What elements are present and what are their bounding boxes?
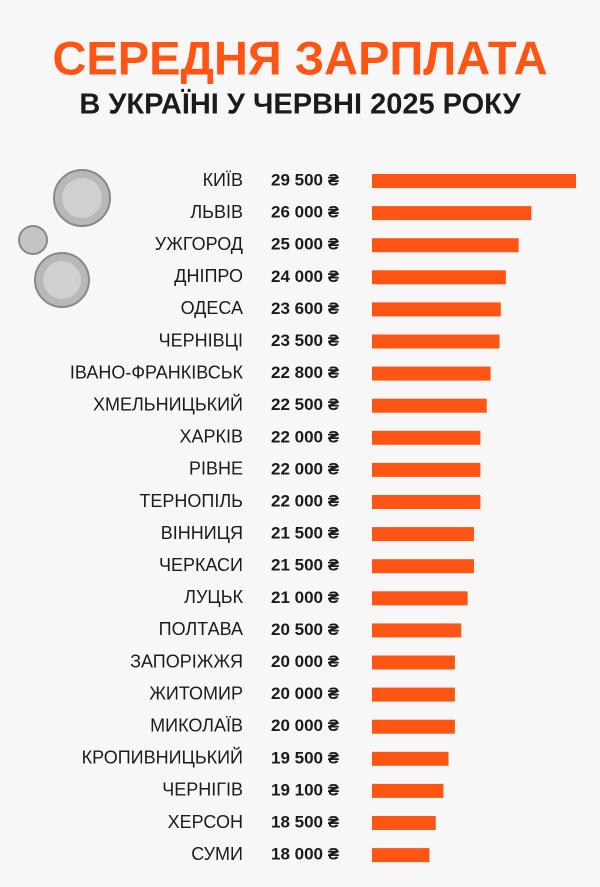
bar [372,302,501,317]
value-label: 21 000 ₴ [271,588,340,607]
chart-subtitle: В УКРАЇНІ У ЧЕРВНІ 2025 РОКУ [79,88,521,121]
value-label: 20 000 ₴ [271,652,340,671]
bar [372,174,576,188]
category-label: ВІННИЦЯ [161,523,243,543]
category-label: СУМИ [191,844,243,864]
category-label: ЛЬВІВ [190,202,243,222]
bar [372,238,519,253]
value-label: 18 500 ₴ [271,812,340,831]
category-label: ЗАПОРІЖЖЯ [130,651,243,671]
bar [372,270,506,285]
category-label: КИЇВ [203,170,243,190]
bar [372,655,455,670]
category-label: ІВАНО-ФРАНКІВСЬК [70,362,244,382]
category-label: МИКОЛАЇВ [150,715,243,735]
value-label: 22 000 ₴ [271,491,340,510]
value-label: 20 000 ₴ [271,716,340,735]
bar [372,398,487,413]
bar [372,816,436,830]
category-label: ЛУЦЬК [184,587,243,607]
coins [18,169,111,308]
category-label: ЧЕРНІГІВ [162,780,243,800]
value-label: 20 500 ₴ [271,620,340,639]
category-label: ЧЕРКАСИ [159,555,243,575]
coin [18,225,48,255]
value-label: 23 600 ₴ [271,299,340,318]
value-label: 18 000 ₴ [271,845,340,864]
bar [372,687,455,702]
bar [372,527,474,542]
category-label: КРОПИВНИЦЬКИЙ [82,747,243,768]
bar [372,559,474,574]
bar [372,495,481,509]
value-label: 23 500 ₴ [271,331,340,350]
coin [62,178,102,218]
value-label: 22 000 ₴ [271,459,340,478]
category-label: ХМЕЛЬНИЦЬКИЙ [93,393,243,414]
bar [372,462,481,477]
value-label: 21 500 ₴ [271,524,340,543]
bar [372,783,444,798]
category-label: ЖИТОМИР [149,683,243,703]
category-label: ПОЛТАВА [159,619,243,639]
bar [372,719,455,734]
value-label: 24 000 ₴ [271,267,340,286]
bar [372,334,500,349]
category-label: ОДЕСА [181,298,243,318]
value-label: 26 000 ₴ [271,203,340,222]
category-label: ХЕРСОН [168,812,243,832]
value-label: 29 500 ₴ [271,170,340,189]
value-label: 19 100 ₴ [271,780,340,799]
bar [372,366,491,381]
bar [372,591,468,606]
category-label: ЧЕРНІВЦІ [159,330,243,350]
value-label: 22 800 ₴ [271,363,340,382]
bar [372,430,481,445]
value-label: 22 000 ₴ [271,427,340,446]
value-label: 21 500 ₴ [271,556,340,575]
value-label: 22 500 ₴ [271,395,340,414]
category-label: УЖГОРОД [155,234,243,254]
category-label: РІВНЕ [189,459,243,479]
category-label: ХАРКІВ [179,427,243,447]
value-label: 25 000 ₴ [271,235,340,254]
bar [372,206,532,221]
bar [372,751,449,766]
value-label: 20 000 ₴ [271,684,340,703]
bar [372,623,462,638]
bar [372,848,430,863]
value-label: 19 500 ₴ [271,748,340,767]
coin [43,261,81,299]
category-label: ДНІПРО [174,266,243,286]
chart-title: СЕРЕДНЯ ЗАРПЛАТА [52,31,547,84]
category-label: ТЕРНОПІЛЬ [139,491,243,511]
